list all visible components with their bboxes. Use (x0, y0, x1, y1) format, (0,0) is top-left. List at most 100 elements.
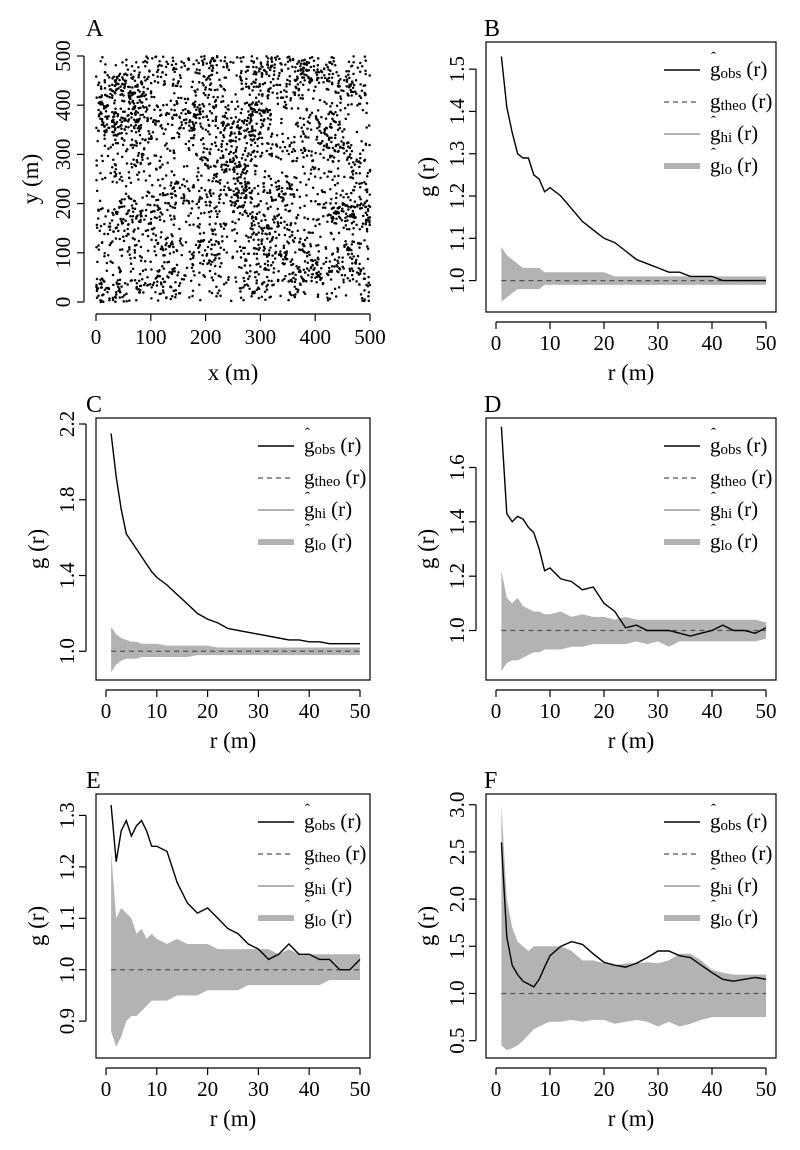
point (164, 65, 168, 69)
point (105, 123, 109, 126)
point (252, 149, 256, 153)
point (124, 79, 128, 83)
point (143, 218, 146, 221)
y-tick-label: 0.5 (445, 1028, 469, 1054)
point (116, 282, 119, 286)
point (365, 175, 369, 178)
point (119, 269, 123, 273)
point (254, 78, 258, 81)
point (305, 236, 309, 240)
point (356, 66, 360, 69)
point (187, 67, 190, 71)
x-axis-label: r (m) (608, 360, 655, 385)
point (265, 285, 268, 288)
point (150, 268, 153, 271)
point (313, 167, 316, 171)
point (121, 235, 125, 238)
point (214, 144, 218, 148)
point (362, 267, 365, 270)
point (290, 234, 294, 237)
point (355, 271, 359, 274)
point (362, 84, 366, 88)
point (138, 133, 142, 137)
point (358, 207, 362, 210)
point (141, 113, 145, 116)
point (225, 160, 229, 164)
point (129, 257, 132, 260)
point (235, 74, 238, 77)
point (355, 181, 358, 185)
point (208, 66, 211, 70)
point (114, 111, 118, 115)
point (239, 132, 242, 136)
point (307, 61, 310, 64)
point (330, 62, 334, 66)
point (174, 193, 177, 197)
point (97, 108, 100, 112)
point (222, 222, 226, 225)
point (341, 256, 344, 259)
point (275, 236, 278, 240)
point (119, 85, 122, 88)
legend-label-theo: gtheo (r) (710, 465, 772, 490)
point (209, 263, 213, 266)
point (113, 162, 117, 166)
point (191, 294, 194, 298)
y-tick-label: 1.1 (55, 905, 79, 931)
point (189, 136, 193, 140)
point (219, 59, 223, 62)
point (160, 64, 163, 68)
point (170, 123, 174, 127)
point (323, 100, 326, 104)
point (330, 197, 333, 201)
point (250, 55, 254, 58)
point (177, 79, 180, 83)
point (245, 212, 248, 215)
point (259, 118, 263, 122)
point (349, 198, 352, 202)
point (252, 72, 255, 76)
point (172, 289, 175, 293)
point (130, 138, 134, 141)
point (227, 278, 230, 282)
point (137, 239, 141, 243)
point (124, 125, 128, 128)
point (257, 238, 260, 242)
point (161, 289, 165, 292)
point (168, 252, 172, 255)
point (149, 217, 153, 221)
point (138, 98, 141, 102)
point (168, 271, 171, 274)
point (294, 85, 297, 88)
point (358, 172, 362, 175)
point (329, 105, 332, 108)
point (227, 186, 230, 190)
point (255, 252, 259, 256)
point (347, 195, 350, 199)
point (195, 59, 198, 62)
point (107, 76, 111, 79)
point (309, 172, 313, 175)
point (180, 111, 183, 115)
point (252, 108, 256, 111)
point (127, 171, 131, 174)
point (326, 296, 329, 300)
point (271, 143, 274, 146)
point (274, 244, 278, 248)
point (199, 240, 203, 243)
point (341, 136, 345, 139)
point (114, 291, 118, 294)
x-tick-label: 20 (594, 699, 615, 723)
point (362, 277, 366, 280)
panel-letter: F (484, 768, 497, 794)
point (268, 240, 272, 244)
point (183, 97, 187, 101)
point (340, 89, 343, 92)
point (130, 204, 134, 207)
point (134, 139, 138, 143)
point (318, 222, 321, 226)
point (136, 173, 139, 177)
point (269, 246, 272, 249)
point (103, 86, 107, 90)
point (347, 60, 351, 64)
